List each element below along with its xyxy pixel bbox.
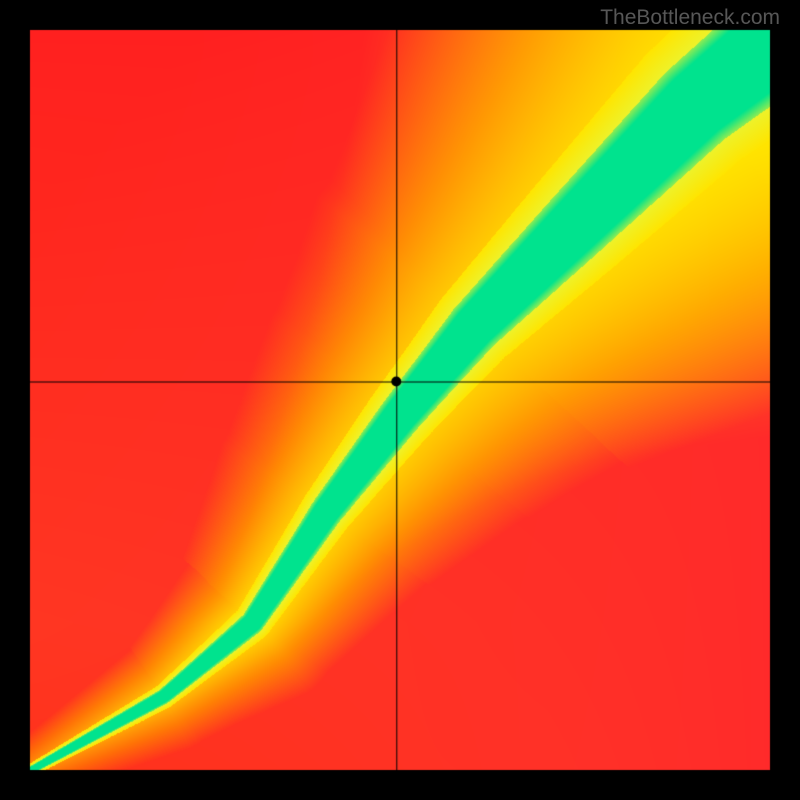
watermark-text: TheBottleneck.com — [600, 6, 780, 30]
heatmap-canvas — [0, 0, 800, 800]
chart-container: TheBottleneck.com — [0, 0, 800, 800]
